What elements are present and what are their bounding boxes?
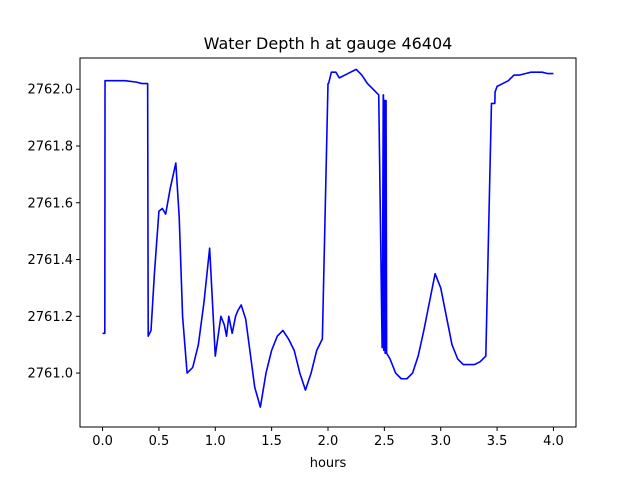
plot-area: 0.0 0.5 1.0 1.5 2.0 2.5 3.0 3.5 4.0 2761.0 2761.2 2… [28,57,577,449]
x-tick-label: 1.0 [205,434,226,449]
y-tick-label: 2761.4 [28,253,74,268]
x-tick-label: 3.0 [430,434,451,449]
series-line-0 [102,68,554,408]
x-tick-label: 1.5 [261,434,282,449]
x-tick-label: 2.0 [318,434,339,449]
x-tick-label: 0.5 [149,434,170,449]
y-tick-label: 2761.6 [28,196,74,211]
x-tick-label: 3.5 [487,434,508,449]
x-tick-label: 2.5 [374,434,395,449]
y-tick-label: 2762.0 [28,83,74,98]
y-tick-label: 2761.2 [28,310,74,325]
y-tick-label: 2761.0 [28,367,74,382]
chart-title: Water Depth h at gauge 46404 [204,34,453,53]
y-tick-label: 2761.8 [28,139,74,154]
x-tick-label: 4.0 [543,434,564,449]
x-tick-label: 0.0 [92,434,113,449]
x-axis-label: hours [310,456,347,471]
